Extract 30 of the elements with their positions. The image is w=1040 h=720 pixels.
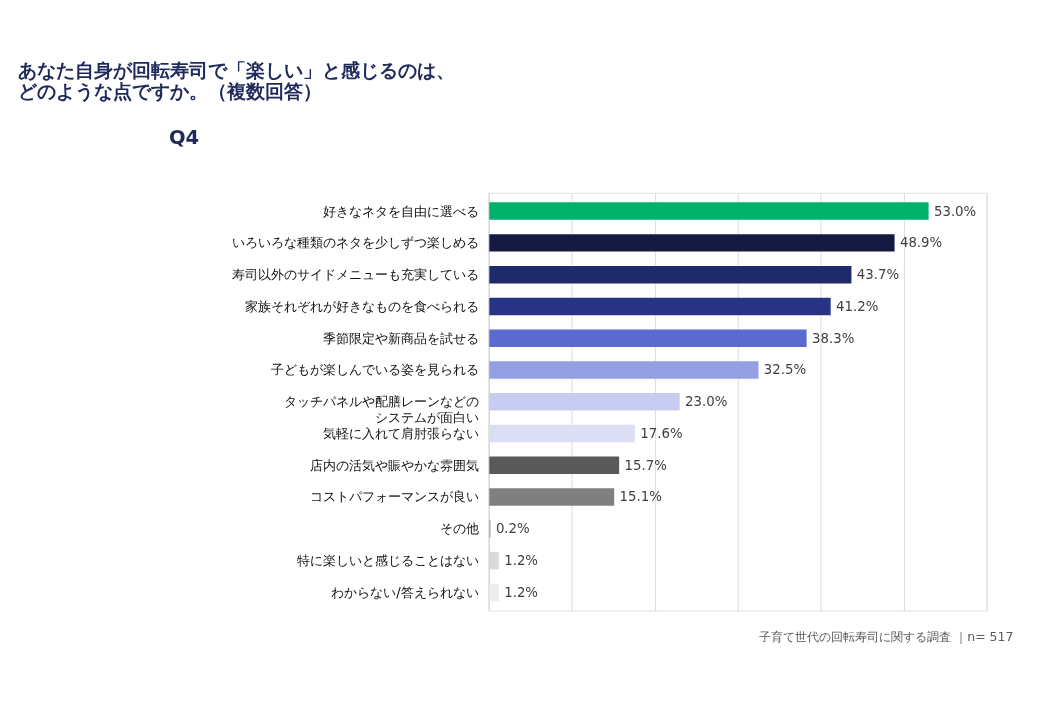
y-tick-label: その他: [439, 521, 479, 537]
y-tick-label: 季節限定や新商品を試せる: [322, 330, 479, 346]
y-tick-label: わからない/答えられない: [331, 584, 479, 600]
data-label: 43.7%: [856, 267, 900, 283]
text: あなた自身が回転寿司で「楽しい」と感じるのは、: [17, 60, 455, 82]
data-label: 38.3%: [811, 330, 855, 346]
y-tick-label: タッチパネルや配膳レーンなどのシステムが面白い: [283, 394, 479, 426]
data-label: 32.5%: [763, 362, 807, 378]
text: 子育て世代の回転寿司に関する調査 ｜n= 517: [759, 628, 1014, 644]
y-tick-label: 店内の活気や賑やかな雰囲気: [309, 457, 479, 473]
y-tick-label: 特に楽しいと感じることはない: [296, 553, 479, 569]
data-label: 41.2%: [836, 298, 879, 314]
text: Q4: [168, 125, 200, 149]
data-label: 1.2%: [504, 553, 539, 569]
data-label: 17.6%: [640, 425, 683, 441]
y-tick-label: コストパフォーマンスが良い: [309, 489, 479, 505]
y-tick-label: いろいろな種類のネタを少しずつ楽しめる: [231, 235, 479, 251]
data-label: 0.2%: [495, 521, 530, 537]
data-label: 15.7%: [624, 457, 667, 473]
data-label: 48.9%: [899, 235, 943, 251]
y-tick-label: 子どもが楽しんでいる姿を見られる: [270, 362, 479, 378]
y-tick-label: 気軽に入れて肩肘張らない: [322, 425, 479, 441]
text: どのような点ですか。（複数回答）: [17, 80, 322, 102]
data-label: 23.0%: [685, 394, 728, 410]
data-label: 1.2%: [504, 584, 539, 600]
y-tick-label: 好きなネタを自由に選べる: [322, 203, 479, 219]
y-tick-label: 家族それぞれが好きなものを食べられる: [244, 298, 479, 314]
y-tick-label: 寿司以外のサイドメニューも充実している: [231, 267, 479, 283]
data-label: 15.1%: [619, 489, 662, 505]
data-label: 53.0%: [933, 203, 977, 219]
